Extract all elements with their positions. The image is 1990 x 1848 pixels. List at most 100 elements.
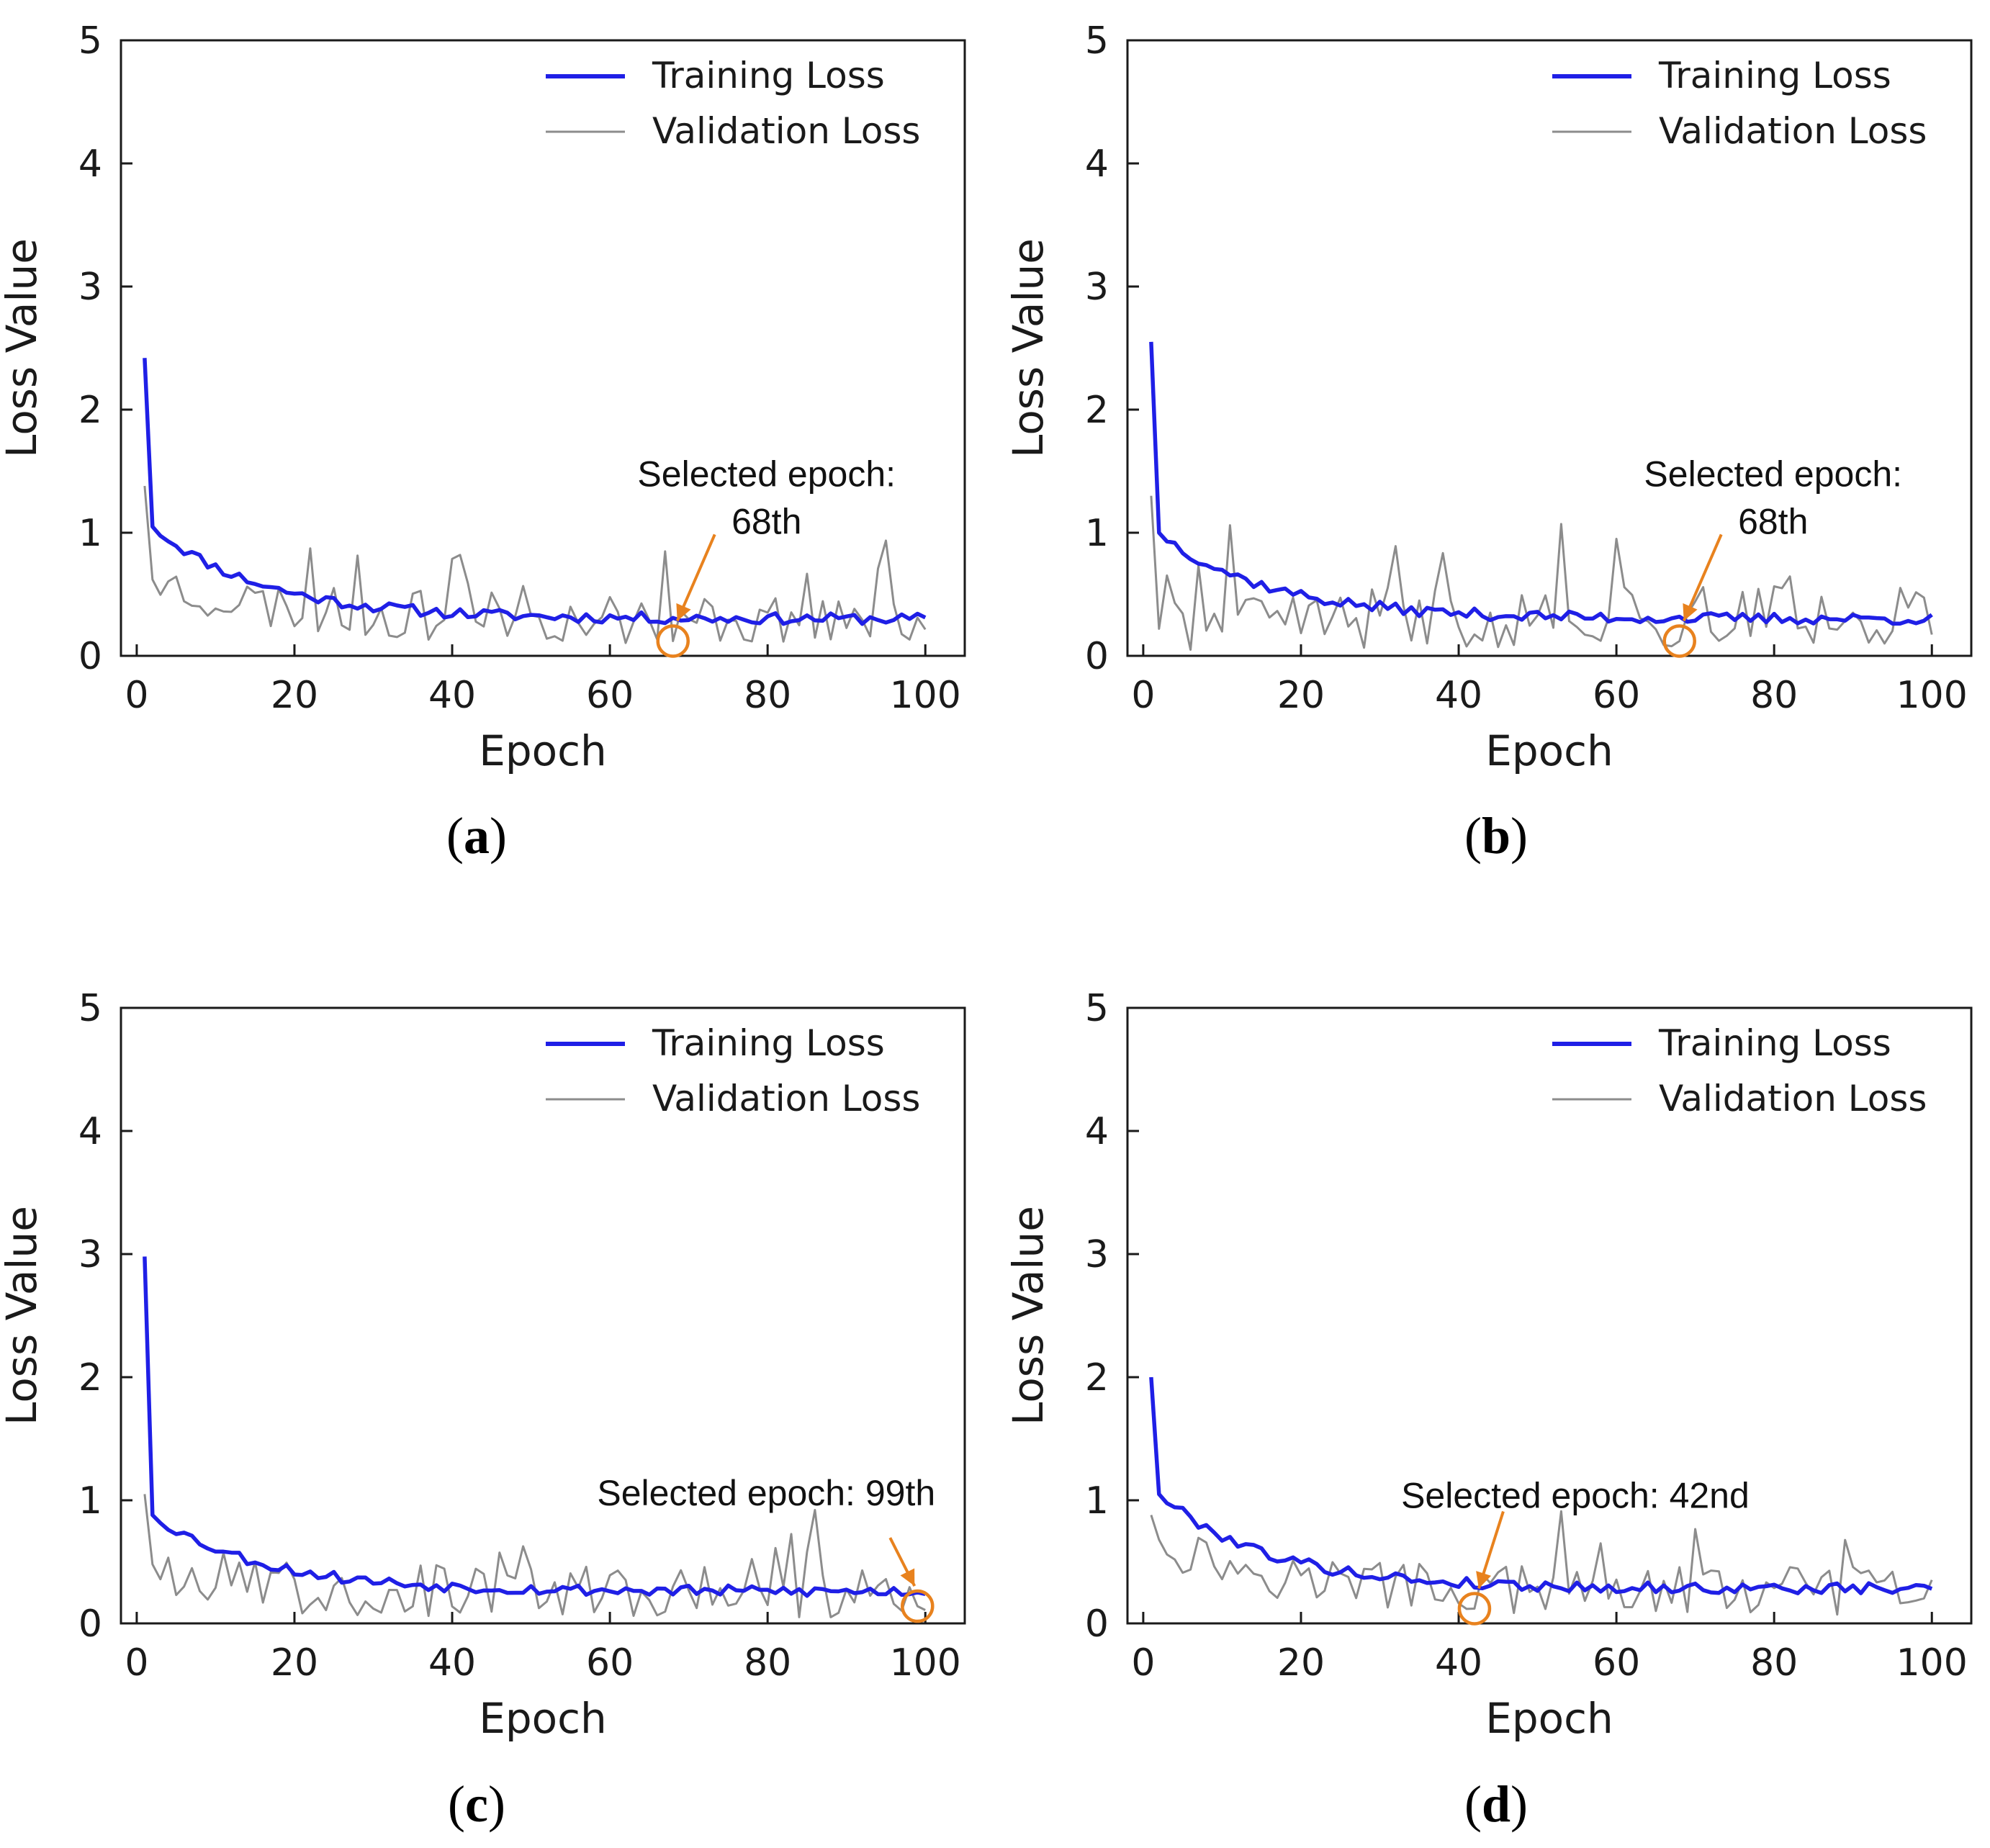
y-tick-label: 1 xyxy=(78,1479,102,1523)
selected-epoch-annotation: Selected epoch: 68th xyxy=(1644,454,1902,658)
y-axis-label: Loss Value xyxy=(1004,1206,1053,1425)
x-tick-label: 0 xyxy=(125,1641,148,1685)
x-axis-label: Epoch xyxy=(479,726,607,775)
y-tick-label: 1 xyxy=(78,512,102,555)
x-tick-label: 80 xyxy=(1750,1641,1798,1685)
legend-label-training: Training Loss xyxy=(652,1022,885,1064)
x-tick-label: 60 xyxy=(1593,1641,1640,1685)
x-tick-label: 0 xyxy=(125,674,148,717)
annotation-arrowhead xyxy=(1476,1571,1492,1589)
y-tick-label: 5 xyxy=(78,19,102,63)
legend: Training Loss Validation Loss xyxy=(546,55,920,152)
x-tick-label: 20 xyxy=(1277,1641,1325,1685)
chart-panel-c: 0 20 40 60 80 100 0 1 2 3 4 5 Epoch Loss Value Trainin… xyxy=(0,987,966,1833)
chart-panel-b: 0 20 40 60 80 100 0 1 2 3 4 5 Epoch Loss Value Trainin… xyxy=(1004,19,1973,865)
x-tick-label: 100 xyxy=(890,1641,961,1685)
y-tick-label: 2 xyxy=(1085,389,1109,432)
x-tick-label: 80 xyxy=(744,674,791,717)
y-tick-label: 3 xyxy=(1085,266,1109,309)
series-training-loss xyxy=(1149,341,1933,626)
legend: Training Loss Validation Loss xyxy=(546,1022,920,1119)
x-tick-label: 20 xyxy=(271,674,318,717)
annotation-text: Selected epoch: 42nd xyxy=(1401,1475,1750,1515)
series-line xyxy=(143,358,927,626)
legend-label-training: Training Loss xyxy=(1658,55,1891,96)
legend: Training Loss Validation Loss xyxy=(1552,55,1927,152)
selected-epoch-annotation: Selected epoch: 68th xyxy=(637,454,896,658)
y-tick-label: 0 xyxy=(1085,635,1109,678)
x-tick-label: 40 xyxy=(1435,1641,1482,1685)
x-tick-label: 60 xyxy=(1593,674,1640,717)
legend-label-training: Training Loss xyxy=(652,55,885,96)
y-tick-label: 3 xyxy=(78,266,102,309)
annotation-text-line1: Selected epoch: xyxy=(1644,454,1902,494)
series-line xyxy=(1150,1510,1933,1616)
x-tick-label: 80 xyxy=(1750,674,1798,717)
x-tick-label: 40 xyxy=(1435,674,1482,717)
panel-label: (c) xyxy=(448,1775,505,1833)
series-line xyxy=(1150,495,1933,651)
series-validation-loss xyxy=(143,485,927,644)
chart-panel-d: 0 20 40 60 80 100 0 1 2 3 4 5 Epoch Loss Value Trainin… xyxy=(1004,987,1973,1833)
panel-label: (a) xyxy=(446,807,507,865)
panel-label: (d) xyxy=(1464,1775,1528,1833)
selected-epoch-marker xyxy=(901,1589,935,1623)
selected-epoch-annotation: Selected epoch: 42nd xyxy=(1401,1475,1750,1626)
annotation-arrowhead xyxy=(676,603,691,621)
legend-label-validation: Validation Loss xyxy=(1659,110,1927,152)
plot-frame xyxy=(1126,1006,1973,1625)
y-tick-label: 3 xyxy=(1085,1233,1109,1276)
y-axis-label: Loss Value xyxy=(0,238,46,458)
plot-frame xyxy=(120,39,966,657)
x-tick-label: 60 xyxy=(586,1641,634,1685)
y-tick-label: 1 xyxy=(1085,1479,1109,1523)
legend-label-validation: Validation Loss xyxy=(652,110,920,152)
y-tick-label: 3 xyxy=(78,1233,102,1276)
legend-label-validation: Validation Loss xyxy=(652,1078,920,1119)
y-tick-label: 4 xyxy=(78,143,102,186)
series-line xyxy=(143,1256,926,1598)
y-tick-label: 1 xyxy=(1085,512,1109,555)
x-tick-label: 20 xyxy=(271,1641,318,1685)
y-tick-label: 4 xyxy=(1085,1110,1109,1153)
selected-epoch-annotation: Selected epoch: 99th xyxy=(597,1473,935,1623)
annotation-arrowhead xyxy=(900,1568,915,1587)
x-tick-label: 100 xyxy=(890,674,961,717)
y-tick-label: 2 xyxy=(78,1356,102,1399)
y-tick-label: 4 xyxy=(78,1110,102,1153)
x-tick-label: 100 xyxy=(1896,674,1968,717)
plot-frame xyxy=(1126,39,1973,657)
x-tick-label: 40 xyxy=(428,674,476,717)
selected-epoch-marker xyxy=(1457,1592,1492,1626)
x-tick-label: 100 xyxy=(1896,1641,1968,1685)
chart-panel-a: 0 20 40 60 80 100 0 1 2 3 4 5 Epoch Loss Value Trainin… xyxy=(0,19,966,865)
series-validation-loss xyxy=(1150,495,1933,651)
y-tick-label: 5 xyxy=(1085,19,1109,63)
annotation-arrowhead xyxy=(1683,603,1698,621)
selected-epoch-marker xyxy=(656,624,690,658)
legend: Training Loss Validation Loss xyxy=(1552,1022,1927,1119)
legend-label-training: Training Loss xyxy=(1658,1022,1891,1064)
annotation-text-line2: 68th xyxy=(1738,501,1808,541)
y-tick-label: 0 xyxy=(78,635,102,678)
y-tick-label: 0 xyxy=(1085,1603,1109,1646)
x-tick-label: 60 xyxy=(586,674,634,717)
series-validation-loss xyxy=(1150,1510,1933,1616)
y-tick-label: 2 xyxy=(78,389,102,432)
legend-label-validation: Validation Loss xyxy=(1659,1078,1927,1119)
y-tick-label: 5 xyxy=(1085,987,1109,1030)
series-line xyxy=(1149,1376,1933,1595)
y-tick-label: 4 xyxy=(1085,143,1109,186)
series-line xyxy=(1149,341,1933,626)
series-line xyxy=(143,485,927,644)
x-tick-label: 0 xyxy=(1131,1641,1155,1685)
x-tick-label: 80 xyxy=(744,1641,791,1685)
annotation-text-line2: 68th xyxy=(731,501,801,541)
y-tick-label: 5 xyxy=(78,987,102,1030)
plot-frame xyxy=(120,1006,966,1625)
series-training-loss xyxy=(1149,1376,1933,1595)
x-axis-label: Epoch xyxy=(479,1694,607,1743)
x-axis-label: Epoch xyxy=(1485,726,1613,775)
y-tick-label: 0 xyxy=(78,1603,102,1646)
